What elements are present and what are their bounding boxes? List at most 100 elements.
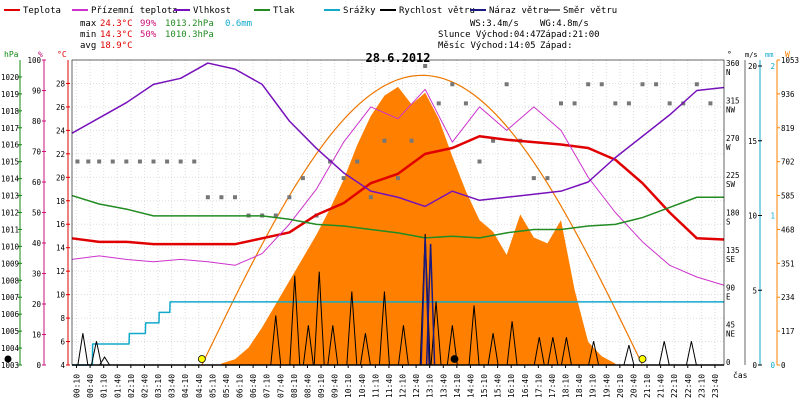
speed-tick-label: 10 — [748, 212, 758, 221]
time-tick-label: 13:10 — [426, 374, 435, 398]
wind-direction-point — [233, 195, 237, 200]
wind-direction-point — [341, 176, 346, 181]
pressure-axis-unit: hPa — [4, 50, 19, 59]
direction-tick-label: 360 — [726, 59, 740, 68]
moon-phase-marker — [4, 355, 12, 363]
wind-speed-spike — [99, 356, 111, 366]
wind-direction-point — [75, 159, 80, 164]
wind-speed-spike — [547, 337, 559, 366]
wind-direction-point — [477, 159, 482, 164]
wind-speed-spike — [506, 321, 518, 366]
speed-axis-unit: m/s — [745, 51, 758, 59]
wind-direction-point — [613, 101, 618, 106]
temperature-tick-label: 4 — [60, 361, 65, 370]
pressure-tick-label: 1003 — [1, 361, 19, 370]
wind-sun-moon-panel: WS:3.4m/s WG:4.8m/s Slunce Východ:04:47 … — [438, 19, 600, 51]
direction-tick-label: W — [726, 143, 731, 152]
temperature-tick-label: 28 — [56, 79, 66, 88]
time-tick-label: 07:40 — [276, 374, 285, 398]
time-tick-label: 23:10 — [697, 374, 706, 398]
wind-speed-spike — [397, 325, 409, 366]
time-tick-label: 02:10 — [127, 374, 136, 398]
moonrise-marker — [450, 355, 459, 363]
wind-direction-point — [640, 82, 645, 87]
pressure-tick-label: 1007 — [1, 293, 19, 302]
humidity-tick-label: 80 — [32, 117, 42, 126]
legend-label: Teplota — [23, 6, 61, 16]
solar-tick-label: 351 — [781, 259, 795, 268]
wind-speed-spike — [446, 325, 458, 366]
wind-speed-spike — [289, 275, 301, 366]
wind-direction-point — [559, 101, 563, 106]
temperature-axis-unit: °C — [57, 50, 67, 59]
time-tick-label: 01:40 — [113, 374, 122, 398]
wind-direction-point — [273, 213, 278, 218]
wind-direction-point — [178, 159, 183, 164]
pressure-tick-label: 1020 — [1, 73, 20, 82]
time-tick-label: 13:40 — [439, 374, 448, 398]
wind-direction-point — [436, 101, 441, 106]
direction-tick-label: NE — [726, 330, 736, 339]
wind-direction-point — [300, 176, 305, 181]
wind-speed-spike — [327, 325, 339, 366]
wind-direction-point — [110, 159, 115, 164]
solar-tick-label: 1053 — [781, 56, 799, 65]
wind-speed-spike — [378, 291, 390, 366]
solar-area — [221, 86, 616, 366]
pressure-tick-label: 1010 — [1, 242, 20, 251]
time-tick-label: 08:10 — [290, 374, 299, 398]
wind-speed-spike — [90, 341, 102, 366]
direction-tick-label: 0 — [726, 358, 731, 367]
wind-speed-spike — [487, 333, 499, 366]
direction-tick-label: 225 — [726, 171, 740, 180]
direction-tick-label: 315 — [726, 96, 740, 105]
rain-line — [72, 301, 724, 366]
time-tick-label: 19:10 — [589, 374, 598, 398]
pressure-tick-label: 1004 — [1, 344, 20, 353]
temperature-tick-label: 18 — [56, 197, 66, 206]
legend-label: Srážky — [343, 6, 376, 16]
wind-direction-point — [626, 101, 631, 106]
min-temp: 14.3°C — [100, 30, 133, 40]
time-tick-label: 09:40 — [331, 374, 340, 398]
wind-direction-point — [219, 195, 224, 200]
wind-speed-spike — [270, 315, 282, 366]
direction-tick-label: 270 — [726, 134, 740, 143]
temperature-tick-label: 24 — [56, 126, 66, 135]
temperature-tick-label: 26 — [56, 103, 66, 112]
wind-direction-point — [205, 195, 210, 200]
axes: hPa% °C1003100410051006100710081009101010… — [1, 50, 799, 398]
time-tick-label: 15:40 — [494, 374, 503, 398]
time-tick-label: 10:40 — [358, 374, 367, 398]
wind-direction-point — [545, 176, 550, 181]
humidity-tick-label: 100 — [27, 56, 41, 65]
wind-speed-spike — [588, 341, 600, 366]
speed-tick-label: 0 — [752, 361, 757, 370]
pressure-tick-label: 1014 — [1, 175, 20, 184]
time-tick-label: 05:40 — [222, 374, 231, 398]
speed-tick-label: 20 — [748, 62, 758, 71]
time-tick-label: 08:40 — [303, 374, 312, 398]
time-tick-label: 21:40 — [657, 374, 666, 398]
time-tick-label: 04:40 — [195, 374, 204, 398]
time-tick-label: 17:10 — [534, 374, 543, 398]
humidity-tick-label: 0 — [36, 361, 41, 370]
time-tick-label: 12:10 — [399, 374, 408, 398]
wind-direction-point — [450, 82, 455, 87]
wind-direction-point — [463, 101, 468, 106]
wind-speed-spike — [685, 341, 697, 366]
solar-tick-label: 702 — [781, 158, 795, 167]
rain-total: 0.6mm — [225, 19, 252, 29]
time-tick-label: 16:40 — [521, 374, 530, 398]
direction-tick-label: SE — [726, 255, 736, 264]
humidity-tick-label: 40 — [32, 239, 42, 248]
pressure-tick-label: 1012 — [1, 209, 19, 218]
time-tick-label: 05:10 — [208, 374, 217, 398]
direction-tick-label: 135 — [726, 246, 740, 255]
wind-speed-spike — [533, 337, 545, 366]
max-pressure: 1013.2hPa — [165, 19, 214, 29]
wind-gust-spike — [425, 243, 436, 366]
wind-direction-point — [586, 82, 591, 87]
rain-tick-label: 1 — [770, 212, 775, 221]
